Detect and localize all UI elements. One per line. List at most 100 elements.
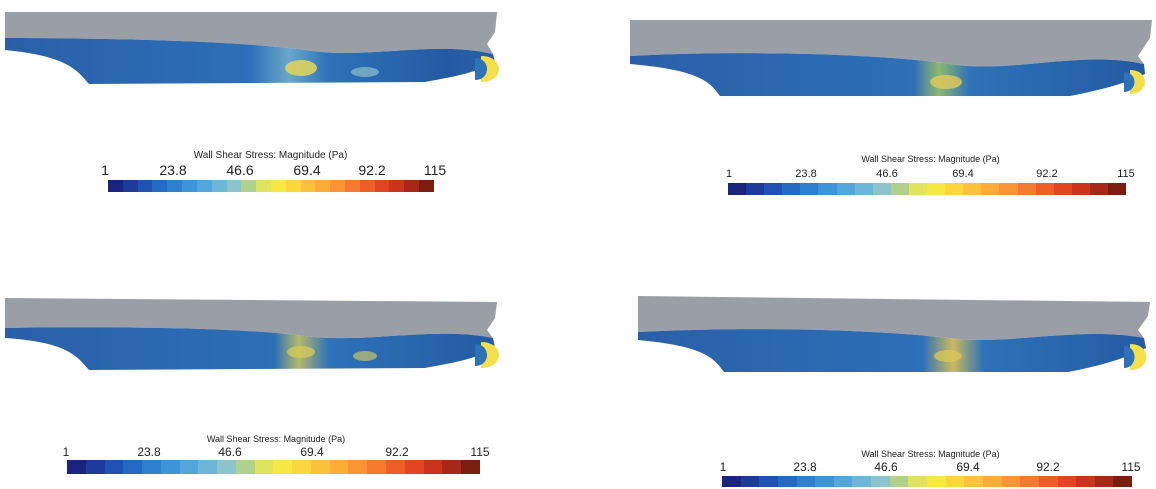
colorbar-segment (137, 180, 153, 192)
colorbar-tick: 92.2 (385, 445, 409, 459)
colorbar-segment (852, 476, 872, 487)
colorbar-legend: Wall Shear Stress: Magnitude (Pa) 1 23.8… (718, 449, 1143, 489)
colorbar-segment (818, 183, 837, 195)
colorbar-segment (981, 183, 1000, 195)
colorbar-title: Wall Shear Stress: Magnitude (Pa) (193, 150, 348, 161)
colorbar-segment (330, 180, 345, 192)
colorbar-ticks: 1 23.8 46.6 69.4 92.2 115 (98, 162, 447, 178)
colorbar-tick: 46.6 (218, 445, 242, 459)
colorbar-segment (889, 476, 909, 487)
colorbar-segment (1017, 183, 1036, 195)
colorbar-segment (292, 460, 311, 474)
colorbar-segment (999, 183, 1018, 195)
colorbar-segment (871, 476, 890, 487)
colorbar-segment (235, 460, 255, 474)
colorbar-segment (359, 180, 375, 192)
colorbar-tick: 1 (725, 168, 733, 180)
colorbar-segment (764, 183, 783, 195)
colorbar-segment (348, 460, 368, 474)
colorbar-segment (123, 460, 143, 474)
colorbar-segment (270, 180, 286, 192)
colorbar-tick: 115 (423, 162, 447, 178)
colorbar-ticks: 1 23.8 46.6 69.4 92.2 115 (718, 460, 1143, 476)
colorbar-segment (796, 476, 816, 487)
colorbar-segment (374, 180, 390, 192)
colorbar-tick: 23.8 (793, 460, 817, 474)
colorbar-segment (740, 476, 760, 487)
colorbar-segment (461, 460, 480, 474)
colorbar-tick: 92.2 (358, 162, 386, 178)
colorbar-gradient (722, 476, 1133, 487)
colorbar-gradient (728, 183, 1127, 195)
colorbar-segment (167, 180, 183, 192)
colorbar-segment (108, 180, 123, 192)
colorbar-segment (854, 183, 873, 195)
colorbar-segment (746, 183, 765, 195)
colorbar-segment (782, 183, 801, 195)
colorbar-segment (67, 460, 86, 474)
colorbar-segment (964, 476, 983, 487)
hull-wall-shear-render (630, 20, 1152, 96)
colorbar-segment (315, 180, 331, 192)
colorbar-segment (945, 183, 964, 195)
colorbar-segment (404, 180, 420, 192)
colorbar-segment (1001, 476, 1021, 487)
colorbar-segment (160, 460, 180, 474)
colorbar-gradient (108, 180, 434, 192)
panel-top-right: Wall Shear Stress: Magnitude (Pa) 1 23.8… (578, 0, 1156, 243)
colorbar-tick: 115 (470, 445, 490, 459)
colorbar-segment (273, 460, 293, 474)
colorbar-segment (1094, 476, 1114, 487)
colorbar-segment (908, 476, 928, 487)
colorbar-segment (226, 180, 242, 192)
colorbar-segment (256, 180, 271, 192)
panel-top-left: Wall Shear Stress: Magnitude (Pa) 1 23.8… (0, 0, 578, 243)
colorbar-segment (122, 180, 138, 192)
colorbar-segment (198, 460, 218, 474)
colorbar-segment (890, 183, 909, 195)
colorbar-tick: 1 (62, 445, 70, 459)
colorbar-title: Wall Shear Stress: Magnitude (Pa) (206, 434, 346, 444)
panel-bottom-left: Wall Shear Stress: Magnitude (Pa) 1 23.8… (0, 243, 578, 487)
colorbar-segment (442, 460, 462, 474)
colorbar-segment (300, 180, 316, 192)
colorbar-segment (1089, 183, 1108, 195)
colorbar-tick: 69.4 (300, 445, 324, 459)
colorbar-segment (1113, 476, 1133, 487)
colorbar-segment (759, 476, 778, 487)
colorbar-segment (179, 460, 199, 474)
colorbar-segment (800, 183, 819, 195)
colorbar-tick: 92.2 (1036, 168, 1058, 180)
colorbar-segment (982, 476, 1002, 487)
colorbar-tick: 23.8 (795, 168, 817, 180)
colorbar-segment (927, 183, 946, 195)
colorbar-segment (728, 183, 747, 195)
colorbar-segment (1020, 476, 1039, 487)
colorbar-tick: 115 (1117, 168, 1135, 180)
colorbar-segment (722, 476, 741, 487)
colorbar-segment (367, 460, 387, 474)
colorbar-segment (423, 460, 443, 474)
colorbar-segment (182, 180, 197, 192)
colorbar-segment (152, 180, 168, 192)
colorbar-segment (1035, 183, 1054, 195)
colorbar-segment (85, 460, 105, 474)
colorbar-segment (1071, 183, 1090, 195)
colorbar-segment (217, 460, 236, 474)
colorbar-segment (386, 460, 405, 474)
colorbar-tick: 46.6 (876, 168, 898, 180)
colorbar-tick: 1 (719, 460, 727, 474)
colorbar-segment (211, 180, 227, 192)
colorbar-segment (345, 180, 360, 192)
colorbar-tick: 92.2 (1036, 460, 1060, 474)
colorbar-segment (104, 460, 124, 474)
colorbar-tick: 23.8 (159, 162, 187, 178)
colorbar-ticks: 1 23.8 46.6 69.4 92.2 115 (723, 168, 1138, 184)
colorbar-segment (908, 183, 928, 195)
colorbar-segment (285, 180, 301, 192)
colorbar-segment (1076, 476, 1095, 487)
panel-bottom-right: Wall Shear Stress: Magnitude (Pa) 1 23.8… (578, 243, 1156, 487)
colorbar-segment (1107, 183, 1127, 195)
hull-wall-shear-render (638, 296, 1150, 372)
colorbar-segment (1038, 476, 1058, 487)
